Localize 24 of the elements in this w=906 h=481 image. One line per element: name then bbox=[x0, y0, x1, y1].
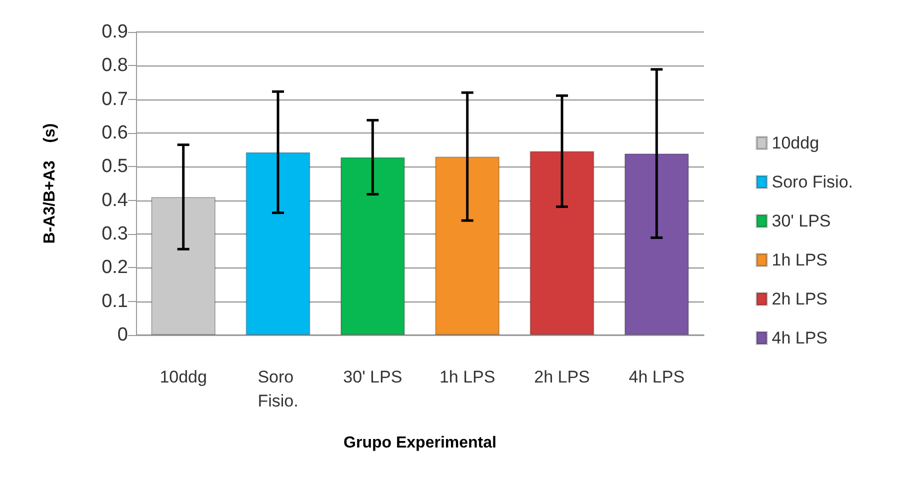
legend-label: 1h LPS bbox=[772, 250, 828, 270]
x-tick-label: 4h LPS bbox=[628, 368, 685, 386]
y-tick-label: 0.4 bbox=[102, 190, 128, 211]
legend-label: 30' LPS bbox=[772, 212, 831, 230]
y-tick-label: 0.5 bbox=[102, 156, 128, 178]
x-tick-label: 2h LPS bbox=[534, 368, 590, 386]
y-tick-label: 0 bbox=[117, 324, 128, 346]
x-axis-title: Grupo Experimental bbox=[344, 434, 496, 452]
legend-label: 2h LPS bbox=[772, 290, 828, 308]
y-tick-label: 0.6 bbox=[102, 122, 128, 144]
y-axis-title: B-A3/B+A3 (s) bbox=[42, 123, 58, 244]
legend-label: 4h LPS bbox=[772, 328, 828, 348]
x-tick-label: 1h LPS bbox=[439, 368, 496, 386]
legend-label: 10ddg bbox=[772, 134, 820, 152]
y-tick-label: 0.8 bbox=[102, 55, 128, 76]
y-tick-label: 0.2 bbox=[102, 257, 128, 278]
legend-label: Soro Fisio. bbox=[772, 172, 853, 192]
y-tick-label: 0.9 bbox=[102, 22, 128, 42]
x-tick-label: 30' LPS bbox=[343, 368, 402, 386]
x-tick-label: 10ddg bbox=[160, 368, 207, 386]
y-tick-label: 0.3 bbox=[102, 224, 128, 244]
x-tick-label: Soro Fisio. bbox=[258, 368, 298, 410]
y-tick-label: 0.1 bbox=[102, 290, 128, 312]
y-tick-label: 0.7 bbox=[102, 88, 128, 110]
